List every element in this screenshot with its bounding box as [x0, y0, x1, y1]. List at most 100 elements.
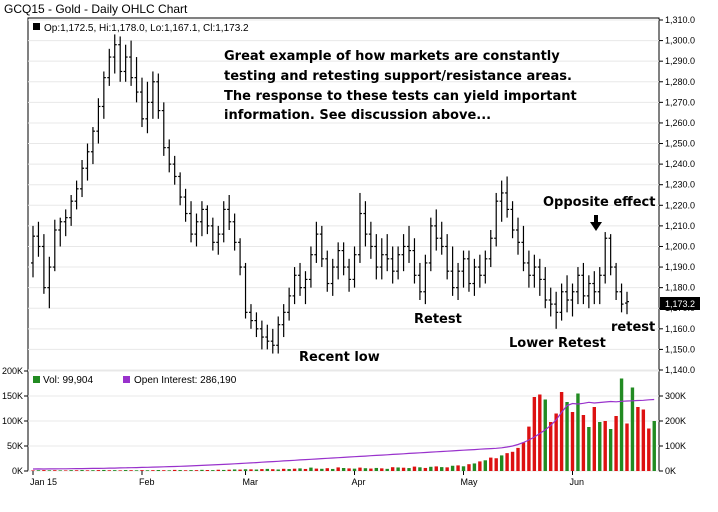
volume-bar — [243, 469, 248, 471]
price-tick-label: 1,180.0 — [665, 283, 695, 293]
volume-bar — [287, 469, 291, 471]
ohlc-bar — [619, 283, 624, 313]
ohlc-bar — [417, 262, 422, 300]
volume-bar — [271, 469, 275, 471]
volume-bar — [200, 469, 204, 471]
ohlc-bar — [90, 127, 95, 165]
annotation-opposite-effect: Opposite effect — [543, 195, 655, 210]
ohlc-bar — [172, 155, 177, 185]
price-tick-label: 1,220.0 — [665, 200, 695, 210]
volume-bar — [363, 468, 368, 471]
volume-bars — [31, 378, 656, 471]
volume-bar — [276, 469, 280, 471]
volume-bar — [118, 470, 122, 471]
ohlc-bar — [150, 71, 155, 119]
volume-bar — [652, 421, 656, 471]
oi-legend-swatch — [123, 376, 130, 383]
ohlc-bar — [216, 225, 221, 255]
price-tick-label: 1,250.0 — [665, 139, 695, 149]
oi-tick-label-right: 200K — [665, 416, 686, 426]
ohlc-bar — [36, 221, 41, 257]
price-tick-label: 1,150.0 — [665, 344, 695, 354]
ohlc-bar — [570, 283, 575, 317]
volume-bar — [325, 468, 329, 471]
volume-bar — [42, 470, 46, 471]
ohlc-bar — [69, 195, 74, 226]
date-tick-label: Apr — [352, 477, 366, 487]
date-tick-label: Jan 15 — [30, 477, 57, 487]
volume-bar — [418, 467, 422, 471]
volume-bar — [412, 466, 417, 471]
volume-bar — [581, 415, 586, 471]
volume-bar — [85, 470, 90, 471]
volume-bar — [614, 416, 618, 471]
volume-bar — [292, 468, 297, 471]
volume-bar — [309, 467, 313, 471]
oi-tick-label-right: 0K — [665, 466, 676, 476]
ohlc-bar — [281, 304, 286, 338]
ohlc-bar — [434, 209, 439, 251]
price-tick-label: 1,310.0 — [665, 15, 695, 25]
ohlc-bar — [379, 238, 384, 280]
ohlc-bar — [526, 250, 531, 288]
volume-bar — [134, 470, 139, 471]
ohlc-bar — [374, 234, 379, 280]
volume-bar — [303, 468, 308, 471]
ohlc-bar — [575, 267, 580, 305]
ohlc-bar — [505, 176, 510, 218]
ohlc-bar — [254, 312, 259, 338]
price-tick-label: 1,270.0 — [665, 97, 695, 107]
volume-bar — [538, 394, 542, 471]
volume-bar — [331, 468, 335, 471]
volume-bar — [505, 453, 509, 471]
volume-bar — [358, 467, 362, 471]
ohlc-bar — [483, 250, 488, 284]
ohlc-bar — [603, 232, 608, 284]
ohlc-bar — [330, 258, 335, 296]
ohlc-bar — [189, 201, 194, 243]
ohlc-bar — [461, 250, 466, 288]
ohlc-readout: Op:1,172.5, Hi:1,178.0, Lo:1,167.1, Cl:1… — [44, 23, 249, 34]
volume-bar — [440, 467, 444, 471]
oi-tick-label-right: 100K — [665, 441, 686, 451]
volume-bar — [374, 467, 379, 471]
price-tick-label: 1,280.0 — [665, 77, 695, 87]
volume-bar — [559, 392, 564, 471]
ohlc-bar — [472, 258, 477, 296]
ohlc-bar — [554, 291, 559, 329]
ohlc-bar — [423, 254, 428, 305]
ohlc-bar — [357, 192, 362, 263]
ohlc-bar — [161, 102, 166, 156]
ohlc-bar — [129, 40, 134, 86]
annotation-retest-right: retest — [611, 320, 655, 335]
volume-bar — [532, 397, 537, 471]
ohlc-bar — [565, 275, 570, 313]
volume-bar — [298, 468, 302, 471]
volume-bar — [429, 466, 433, 471]
volume-tick-label-left: 200K — [2, 366, 23, 376]
oi-readout: Open Interest: 286,190 — [134, 375, 237, 386]
oi-tick-label-right: 300K — [665, 391, 686, 401]
ohlc-bar — [412, 238, 417, 284]
volume-bar — [69, 470, 73, 471]
ohlc-bar — [199, 201, 204, 237]
ohlc-bar — [183, 188, 188, 222]
ohlc-bar — [205, 205, 210, 235]
volume-bar — [36, 470, 41, 471]
ohlc-bar — [276, 316, 281, 354]
volume-bar — [407, 468, 411, 471]
price-tick-label: 1,300.0 — [665, 36, 695, 46]
volume-bar — [281, 468, 286, 471]
ohlc-bar — [336, 242, 341, 280]
volume-bar — [461, 466, 466, 471]
ohlc-bar — [597, 267, 602, 305]
ohlc-bar — [74, 180, 79, 210]
volume-bar — [222, 469, 226, 471]
volume-bar — [189, 470, 193, 471]
volume-bar — [576, 393, 580, 471]
volume-bar — [554, 413, 558, 471]
main-note-line-4: information. See discussion above... — [224, 108, 491, 123]
volume-bar — [587, 427, 591, 471]
price-gridlines — [28, 19, 659, 371]
